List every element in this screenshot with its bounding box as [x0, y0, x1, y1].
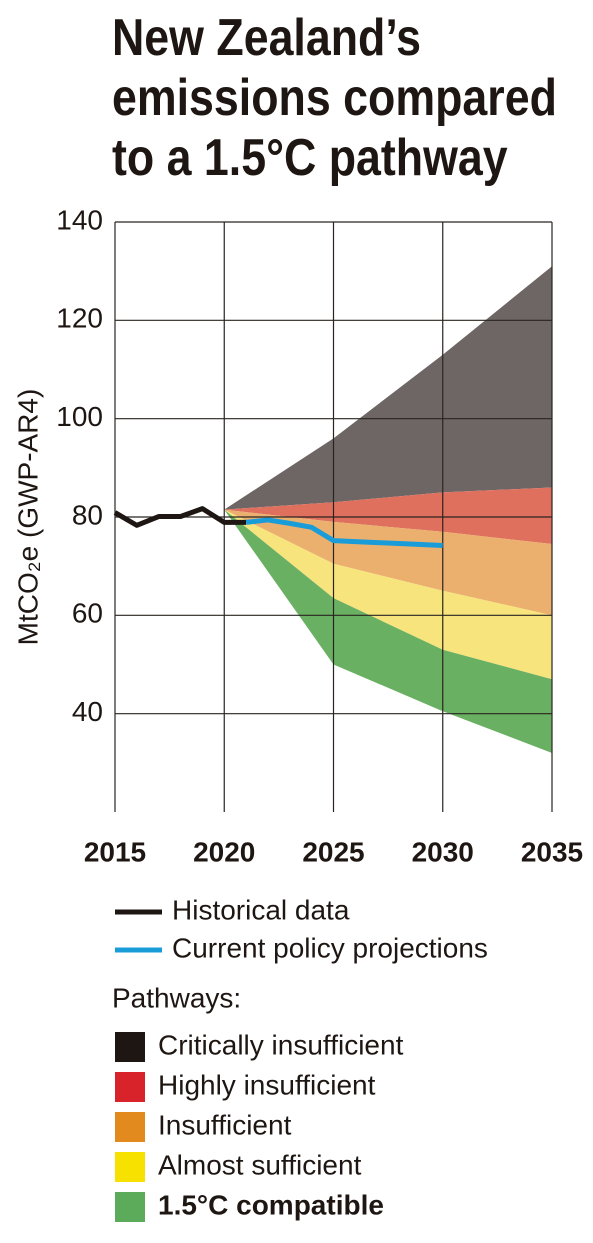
chart-title: New Zealand’s emissions compared to a 1.…	[112, 9, 557, 187]
x-tick-label: 2030	[412, 836, 474, 867]
x-tick-label: 2020	[193, 836, 255, 867]
x-tick-label: 2035	[521, 836, 583, 867]
legend-label: 1.5°C compatible	[158, 1189, 384, 1220]
x-tick-label: 2015	[84, 836, 146, 867]
pathway-band	[224, 509, 552, 753]
y-tick-label: 40	[72, 696, 103, 727]
legend-swatch	[115, 1112, 145, 1142]
y-tick-label: 60	[72, 598, 103, 629]
y-tick-label: 100	[56, 401, 103, 432]
series-line	[245, 517, 443, 549]
legend-label: Critically insufficient	[158, 1029, 404, 1060]
y-tick-label: 120	[56, 303, 103, 334]
legend-label: Historical data	[172, 894, 350, 925]
legend-swatch	[115, 1192, 145, 1222]
legend-swatch	[115, 1072, 145, 1102]
pathway-band	[224, 509, 552, 616]
y-tick-label: 80	[72, 499, 103, 530]
legend-label: Current policy projections	[172, 932, 488, 963]
x-tick-label: 2025	[302, 836, 364, 867]
legend-label: Almost sufficient	[158, 1149, 362, 1180]
series-line	[113, 506, 247, 528]
legend-label: Insufficient	[158, 1109, 292, 1140]
y-axis-label: MtCO₂e (GWP-AR4)	[12, 389, 43, 646]
pathway-band	[224, 487, 552, 545]
y-tick-label: 140	[56, 204, 103, 235]
legend-heading: Pathways:	[112, 982, 241, 1013]
legend-swatch	[115, 1032, 145, 1062]
pathway-band	[224, 266, 552, 510]
legend-swatch	[115, 1152, 145, 1182]
pathway-band	[224, 509, 552, 680]
legend-label: Highly insufficient	[158, 1069, 376, 1100]
